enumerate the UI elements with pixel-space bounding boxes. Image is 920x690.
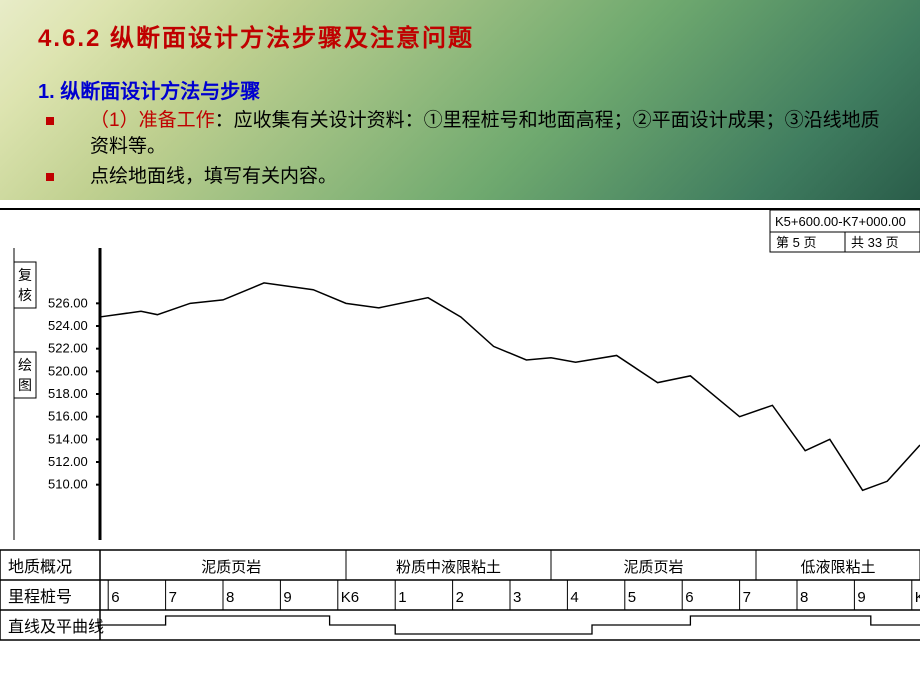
- station-tick: K7: [915, 589, 920, 606]
- station-tick: 5: [628, 589, 636, 606]
- profile-chart: K5+600.00-K7+000.00 第 5 页 共 33 页 526.00 524.…: [0, 208, 920, 682]
- svg-text:核: 核: [18, 287, 32, 303]
- row-label: 直线及平曲线: [8, 618, 104, 636]
- svg-text:共 33 页: 共 33 页: [851, 235, 899, 250]
- alignment-curve-diagram: [100, 616, 920, 634]
- square-bullet-icon: [46, 173, 54, 181]
- svg-text:复: 复: [18, 267, 32, 283]
- y-tick: 518.00: [48, 386, 88, 401]
- row-label: 里程桩号: [8, 588, 72, 606]
- station-tick: 9: [283, 589, 291, 606]
- station-tick: 4: [570, 589, 578, 606]
- station-tick: 3: [513, 589, 521, 606]
- station-tick: 6: [685, 589, 693, 606]
- y-tick: 516.00: [48, 409, 88, 424]
- prep-label: （1）准备工作: [90, 110, 215, 131]
- section-title: 4.6.2 纵断面设计方法步骤及注意问题: [38, 18, 882, 53]
- y-tick: 520.00: [48, 363, 88, 378]
- geology-segment: 低液限粘土: [800, 559, 875, 576]
- station-tick: K6: [341, 589, 359, 606]
- station-tick: 8: [800, 589, 808, 606]
- station-tick: 7: [743, 589, 751, 606]
- bullet-row-1: （1）准备工作：应收集有关设计资料：①里程桩号和地面高程；②平面设计成果；③沿线…: [38, 108, 882, 160]
- header-gradient: 4.6.2 纵断面设计方法步骤及注意问题 1. 纵断面设计方法与步骤 （1）准备…: [0, 0, 920, 200]
- y-tick: 524.00: [48, 318, 88, 333]
- svg-text:图: 图: [18, 377, 32, 393]
- svg-text:第 5 页: 第 5 页: [776, 235, 816, 250]
- y-tick: 514.00: [48, 431, 88, 446]
- geology-segment: 粉质中液限粘土: [396, 559, 501, 576]
- station-tick: 1: [398, 589, 406, 606]
- svg-text:绘: 绘: [18, 357, 32, 373]
- bullet-row-2: 点绘地面线，填写有关内容。: [38, 164, 882, 190]
- station-tick: 7: [169, 589, 177, 606]
- subsection-title: 1. 纵断面设计方法与步骤: [38, 75, 882, 104]
- bullet-text-2: 点绘地面线，填写有关内容。: [90, 164, 337, 190]
- geology-segment: 泥质页岩: [623, 559, 683, 576]
- y-tick: 522.00: [48, 341, 88, 356]
- station-tick: 2: [456, 589, 464, 606]
- y-tick: 510.00: [48, 477, 88, 492]
- ground-profile-line: [100, 283, 920, 490]
- range-label: K5+600.00-K7+000.00: [775, 214, 906, 229]
- station-tick: 9: [857, 589, 865, 606]
- station-tick: 8: [226, 589, 234, 606]
- bullet-text-1: （1）准备工作：应收集有关设计资料：①里程桩号和地面高程；②平面设计成果；③沿线…: [90, 108, 882, 160]
- station-tick: 6: [111, 589, 119, 606]
- y-tick: 526.00: [48, 295, 88, 310]
- square-bullet-icon: [46, 117, 54, 125]
- geology-segment: 泥质页岩: [201, 559, 261, 576]
- y-tick: 512.00: [48, 454, 88, 469]
- row-label: 地质概况: [8, 558, 72, 576]
- chart-svg: K5+600.00-K7+000.00 第 5 页 共 33 页 526.00 524.…: [0, 210, 920, 684]
